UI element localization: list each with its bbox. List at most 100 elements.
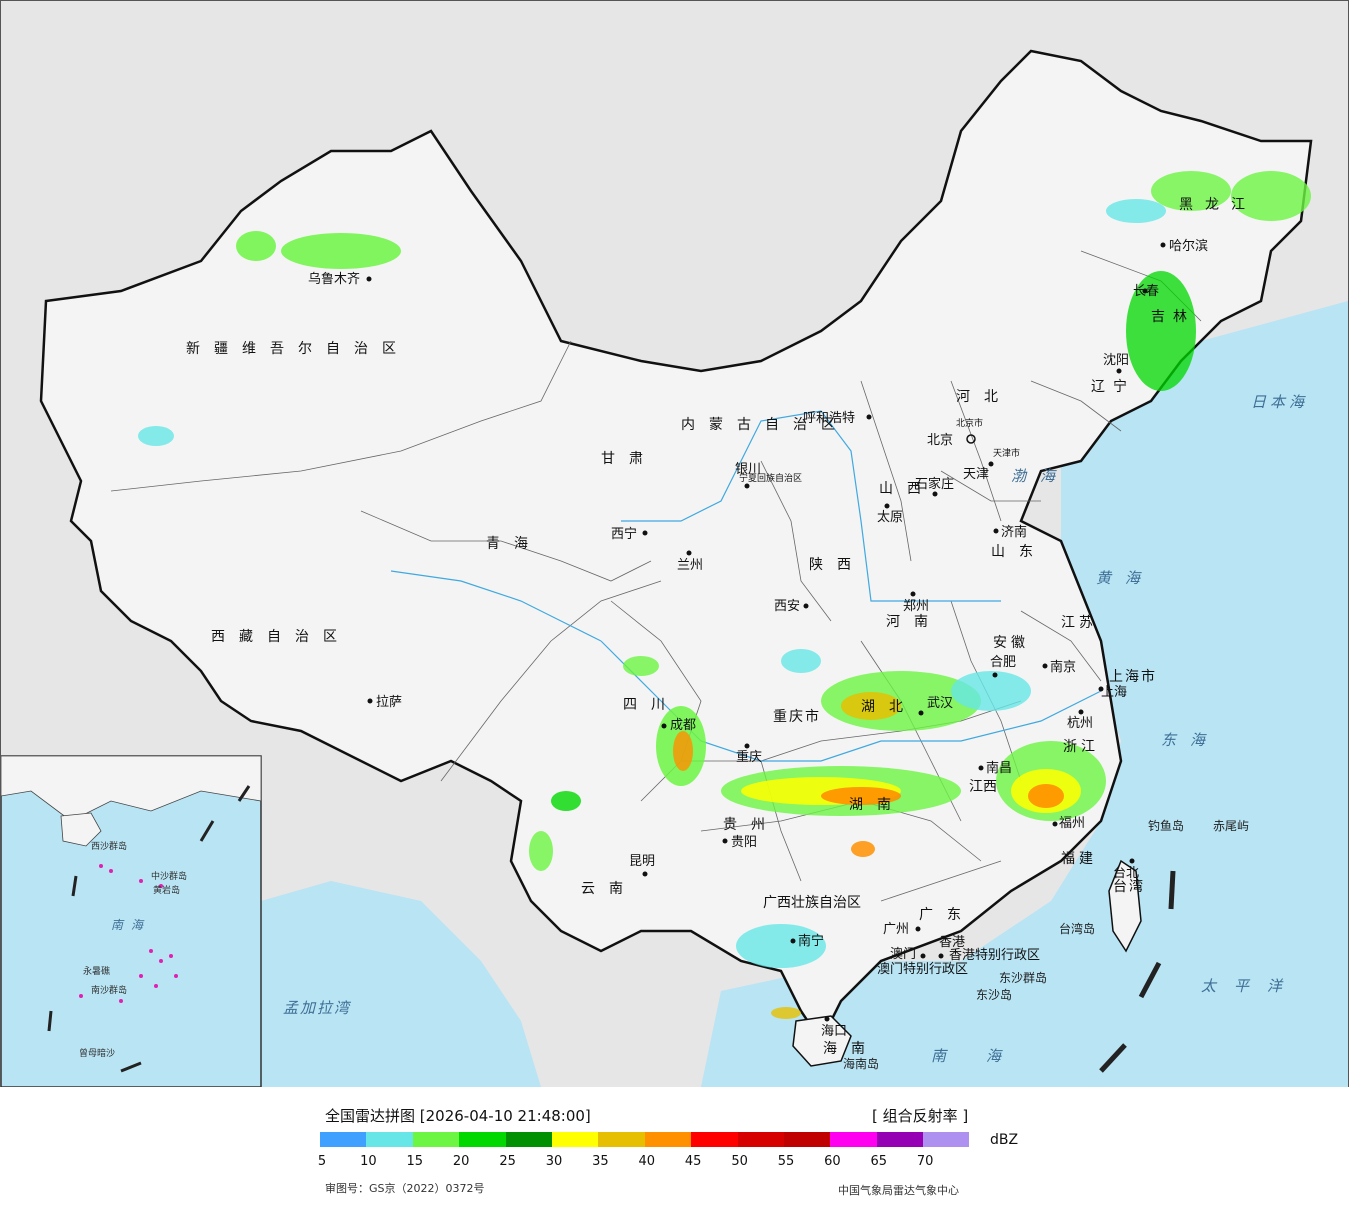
province-label: 湖南: [849, 797, 905, 813]
city-dot: [744, 743, 750, 749]
city-label: 长春: [1133, 284, 1159, 299]
city-label: 济南: [1001, 524, 1027, 540]
color-swatch: [412, 1132, 460, 1147]
island-label: 海南岛: [843, 1056, 879, 1071]
city-dot: [824, 1016, 830, 1022]
province-labels: 新疆维吾尔自治区 西藏自治区 青海 甘肃 内蒙古自治区 宁夏回族自治区 陕西 山…: [186, 197, 1245, 1057]
city-dot: [938, 953, 944, 959]
province-label: 江苏: [1061, 615, 1097, 631]
city-dot: [661, 723, 667, 729]
tick-label: 55: [777, 1154, 795, 1169]
city-dot: [642, 871, 648, 877]
province-label: 江西: [969, 779, 997, 795]
inset-label: 曾母暗沙: [79, 1047, 115, 1059]
city-label: 沈阳: [1103, 353, 1129, 368]
sea-label: 南海: [931, 1047, 1041, 1065]
province-label: 内蒙古自治区: [681, 417, 849, 433]
province-label: 辽宁: [1091, 378, 1135, 395]
city-label: 南昌: [986, 760, 1012, 776]
city-label: 太原: [877, 510, 903, 525]
tick-label: 50: [731, 1154, 748, 1169]
city-label: 广州: [883, 922, 909, 937]
city-dot: [884, 503, 890, 509]
china-landmass: [39, 49, 1313, 1044]
sea-label: 黄海: [1096, 569, 1154, 587]
city-dot: [992, 672, 998, 678]
tick-label: 10: [360, 1154, 377, 1169]
color-swatch: [691, 1132, 738, 1147]
province-label: 四川: [623, 697, 679, 713]
city-label: 昆明: [629, 854, 655, 869]
province-label: 重庆市: [773, 708, 821, 725]
city-label: 南京: [1050, 659, 1076, 675]
city-label: 重庆: [736, 749, 762, 765]
city-label: 海口: [821, 1024, 847, 1039]
south-china-sea-inset: 中沙群岛 永暑礁 南沙群岛 曾母暗沙 黄岩岛 西沙群岛 南海: [1, 755, 262, 1087]
tick-label: 40: [638, 1154, 656, 1169]
legend: 全国雷达拼图 [2026-04-10 21:48:00] [ 组合反射率 ] d…: [0, 1087, 1349, 1208]
radar-map: 新疆维吾尔自治区 西藏自治区 青海 甘肃 内蒙古自治区 宁夏回族自治区 陕西 山…: [0, 0, 1349, 1088]
sea-labels: 渤海 黄海 东海 南海 日本海 太平洋 孟加拉湾: [283, 393, 1304, 1065]
city-label: 合肥: [990, 655, 1016, 670]
province-label: 台湾: [1113, 878, 1145, 895]
city-dot: [803, 603, 809, 609]
sea-label: 太平洋: [1201, 977, 1300, 995]
color-swatch: [366, 1132, 413, 1147]
tick-label: 65: [870, 1154, 888, 1169]
province-label: 浙江: [1063, 739, 1099, 755]
legend-unit: dBZ: [990, 1132, 1019, 1148]
color-swatch: [783, 1132, 831, 1147]
hainan-island: [792, 1015, 852, 1067]
city-dot: [1129, 858, 1135, 864]
city-label: 石家庄: [915, 476, 954, 492]
city-dot: [367, 698, 373, 704]
city-dot: [1042, 663, 1048, 669]
maritime-boundary-dashes: [1099, 870, 1176, 1073]
city-label: 北京: [927, 433, 953, 448]
city-dot: [1160, 242, 1166, 248]
city-dot: [642, 530, 648, 536]
legend-ticks: 5 10 15 20 25 30 35 40 45 50 55 60 65 70: [0, 1154, 1349, 1172]
city-label: 上海: [1101, 685, 1127, 700]
city-label: 澳门: [890, 946, 916, 962]
city-label: 哈尔滨: [1169, 238, 1208, 254]
province-label: 上海市: [1109, 668, 1157, 685]
inset-label: 西沙群岛: [91, 840, 127, 852]
city-dot: [920, 953, 926, 959]
producer-credit: 中国气象局雷达气象中心: [838, 1184, 959, 1197]
sea-label: 孟加拉湾: [283, 999, 352, 1017]
color-swatch: [644, 1132, 692, 1147]
city-dot: [978, 765, 984, 771]
city-dot: [366, 276, 372, 282]
color-swatch: [598, 1132, 645, 1147]
product-name: [ 组合反射率 ]: [872, 1107, 969, 1125]
color-swatch: [459, 1132, 506, 1147]
city-markers: 乌鲁木齐 拉萨 西宁 兰州 银川 呼和浩特 北京 天津 石家庄 太原 济南 郑州…: [308, 238, 1208, 1039]
province-label: 陕西: [809, 557, 865, 573]
province-label: 河南: [886, 614, 942, 630]
city-label: 台北: [1113, 866, 1139, 881]
province-label: 云南: [581, 881, 637, 897]
city-dot: [1098, 686, 1104, 692]
inset-label: 永暑礁: [83, 965, 110, 977]
city-label: 南宁: [798, 933, 824, 949]
province-label: 广西壮族自治区: [763, 895, 861, 911]
tick-label: 20: [452, 1154, 470, 1169]
color-swatch: [505, 1132, 552, 1147]
radar-echoes: [138, 171, 1311, 1019]
city-label: 乌鲁木齐: [308, 271, 360, 287]
color-swatch: [737, 1132, 784, 1147]
city-dot: [988, 461, 994, 467]
city-dot: [722, 838, 728, 844]
city-dot: [910, 591, 916, 597]
sea-label: 渤海: [1011, 467, 1069, 485]
province-label: 天津市: [993, 447, 1020, 459]
color-swatch: [923, 1132, 970, 1147]
province-label: 福建: [1061, 851, 1097, 867]
province-label: 澳门特别行政区: [877, 961, 968, 977]
city-label: 西安: [774, 599, 800, 614]
province-label: 北京市: [956, 417, 983, 429]
city-label: 武汉: [927, 696, 953, 711]
tick-label: 60: [824, 1154, 841, 1169]
city-label: 郑州: [903, 599, 929, 614]
